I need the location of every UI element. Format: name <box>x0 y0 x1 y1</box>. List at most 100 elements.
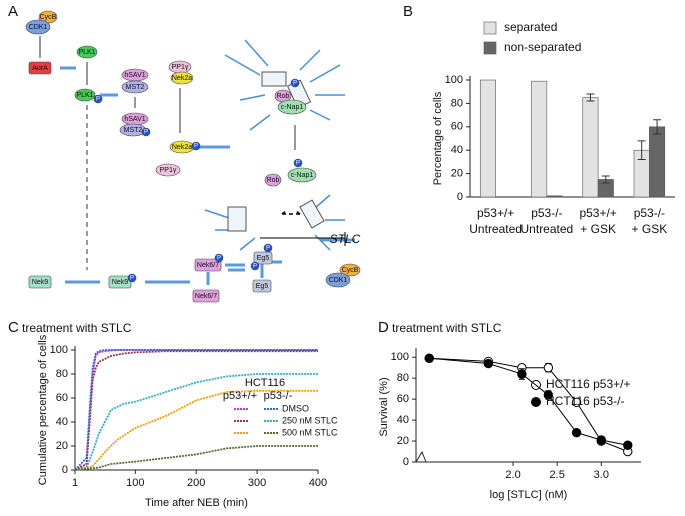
legend-label: 500 nM STLC <box>282 427 338 437</box>
error-bar <box>601 175 610 184</box>
y-tick-label: 0 <box>457 191 463 203</box>
panel-label: A <box>8 3 18 20</box>
y-tick-label: 80 <box>397 372 409 384</box>
x-tick-label: p53+/+ <box>579 206 616 220</box>
chart-title: treatment with STLC <box>392 321 502 335</box>
line <box>74 445 318 471</box>
x-tick-label: 400 <box>309 477 327 489</box>
node-label: AurA <box>32 65 48 72</box>
node-label: Eg5 <box>256 283 269 290</box>
point <box>571 397 582 407</box>
y-tick-label: 80 <box>451 97 463 109</box>
node-shape <box>339 263 361 277</box>
point <box>543 363 554 373</box>
x-tick-label: 1 <box>72 477 78 489</box>
node-label: P <box>194 144 198 150</box>
node-label: P <box>130 276 134 282</box>
node-label: Nek9 <box>112 279 128 286</box>
node-label: MST2 <box>126 84 145 91</box>
node-shape <box>155 163 181 177</box>
panel-label: C <box>8 319 19 336</box>
node-shape <box>293 158 303 168</box>
node-label: CycB <box>40 14 57 21</box>
node-label: hSAV1 <box>124 72 145 79</box>
bar <box>531 80 548 198</box>
legend-column: p53-/- <box>264 390 293 402</box>
y-tick-label: 60 <box>397 393 409 405</box>
y-axis-label: Percentage of cells <box>432 91 444 185</box>
panel-label: B <box>403 3 413 20</box>
legend-label: HCT116 p53-/- <box>546 394 624 408</box>
node-shape <box>93 94 103 104</box>
node-shape <box>214 253 224 263</box>
x-tick-label: 100 <box>126 477 144 489</box>
node-label: P <box>253 264 257 270</box>
axis-break <box>415 450 427 463</box>
x-tick-label: p53-/- <box>634 206 665 220</box>
point <box>517 369 527 379</box>
line <box>74 389 318 471</box>
legend-label: 250 nM STLC <box>282 415 338 425</box>
node-label: CDK1 <box>29 24 48 31</box>
node-label: c-Nap1 <box>291 172 314 179</box>
node-label: hSAV1 <box>124 116 145 123</box>
legend-column: p53+/+ <box>223 390 257 402</box>
x-tick-label: 2.5 <box>550 469 565 481</box>
bar <box>546 195 563 198</box>
x-tick-label: 300 <box>248 477 266 489</box>
point <box>623 440 633 450</box>
x-tick-label: 200 <box>187 477 205 489</box>
x-tick-label: p53+/+ <box>477 206 514 220</box>
node-label: Eg5 <box>257 255 270 262</box>
node-label: P <box>96 97 100 103</box>
node-label: Nek2a <box>172 75 192 82</box>
node-label: CycB <box>342 267 359 274</box>
line <box>74 349 318 471</box>
node-label: Rob <box>267 177 280 184</box>
node-shape <box>76 45 98 59</box>
legend-swatch <box>483 21 497 35</box>
point <box>596 435 606 445</box>
legend-label: HCT116 p53+/+ <box>546 377 631 391</box>
node-shape <box>250 261 260 271</box>
legend-label: DMSO <box>282 403 309 413</box>
node-label: P <box>293 81 297 87</box>
node-shape <box>28 61 52 75</box>
node-shape <box>290 78 300 88</box>
x-tick-label: + GSK <box>632 222 668 236</box>
node-shape <box>253 251 273 265</box>
node-shape <box>191 141 201 151</box>
node-shape <box>264 173 282 187</box>
node-shape <box>263 243 273 253</box>
chart-title: treatment with STLC <box>22 321 132 335</box>
y-tick-label: 40 <box>397 414 409 426</box>
point <box>571 427 582 438</box>
x-tick-label: + GSK <box>580 222 616 236</box>
node-shape <box>170 71 194 85</box>
node-label: PLK1 <box>76 92 93 99</box>
y-tick-label: 20 <box>56 440 68 452</box>
point <box>543 390 554 400</box>
node-label: CDK1 <box>329 277 348 284</box>
y-tick-label: 60 <box>451 121 463 133</box>
node-shape <box>194 258 222 272</box>
x-tick-label: p53-/- <box>531 206 562 220</box>
y-tick-label: 40 <box>451 144 463 156</box>
node-label: Rob <box>277 93 290 100</box>
inhibitor-label: STLC <box>330 232 361 246</box>
y-axis-label: Survival (%) <box>378 377 390 436</box>
y-tick-label: 100 <box>445 74 463 86</box>
x-tick-label: Untreated <box>469 222 522 236</box>
legend-title: HCT116 <box>245 377 285 389</box>
node-label: P <box>296 161 300 167</box>
bar <box>479 79 496 198</box>
diagram-decor <box>39 36 355 285</box>
y-tick-label: 100 <box>391 351 409 363</box>
node-shape <box>277 99 307 115</box>
node-label: Nek9 <box>32 279 48 286</box>
x-tick-label: Untreated <box>521 222 574 236</box>
legend-label: separated <box>504 20 557 34</box>
y-tick-label: 80 <box>56 368 68 380</box>
node-shape <box>192 289 220 303</box>
bar <box>649 126 666 198</box>
